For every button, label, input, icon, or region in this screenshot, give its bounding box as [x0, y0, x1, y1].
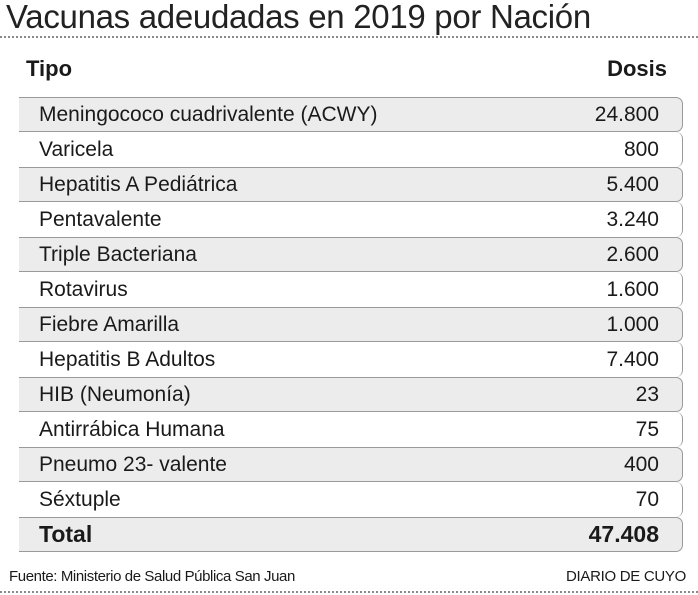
row-value: 1.600 [606, 277, 659, 301]
row-value: 23 [635, 382, 659, 406]
table-row: Hepatitis A Pediátrica 5.400 [19, 167, 683, 202]
table-row: Pentavalente 3.240 [19, 202, 683, 237]
row-label: Antirrábica Humana [39, 417, 225, 441]
top-dotted-divider [0, 36, 698, 38]
source-note: Fuente: Ministerio de Salud Pública San … [9, 568, 295, 585]
row-label: Triple Bacteriana [39, 242, 197, 266]
table-row: Rotavirus 1.600 [19, 272, 683, 307]
row-label: Pneumo 23- valente [39, 452, 227, 476]
row-value: 70 [635, 487, 659, 511]
row-label: Pentavalente [39, 207, 162, 231]
row-value: 75 [635, 417, 659, 441]
row-value: 7.400 [606, 347, 659, 371]
row-label: Fiebre Amarilla [39, 312, 180, 336]
table-row: Triple Bacteriana 2.600 [19, 237, 683, 272]
table-row: Séxtuple 70 [19, 482, 683, 517]
bottom-dotted-divider [0, 591, 698, 593]
row-label: Séxtuple [39, 487, 121, 511]
table-row: Antirrábica Humana 75 [19, 412, 683, 447]
table-row: Hepatitis B Adultos 7.400 [19, 342, 683, 377]
table-row: Meningococo cuadrivalente (ACWY) 24.800 [19, 97, 683, 132]
row-value: 1.000 [606, 312, 659, 336]
total-value: 47.408 [588, 521, 659, 547]
row-value: 5.400 [606, 172, 659, 196]
row-value: 2.600 [606, 242, 659, 266]
publisher-brand: DIARIO DE CUYO [566, 568, 686, 585]
total-label: Total [39, 521, 93, 547]
column-header-dosis: Dosis [607, 56, 667, 81]
column-header-tipo: Tipo [26, 56, 73, 81]
row-value: 3.240 [606, 207, 659, 231]
row-label: Hepatitis A Pediátrica [39, 172, 238, 196]
total-row: Total 47.408 [19, 517, 683, 552]
row-value: 24.800 [594, 102, 659, 126]
table-row: Pneumo 23- valente 400 [19, 447, 683, 482]
row-label: HIB (Neumonía) [39, 382, 191, 406]
row-value: 400 [623, 452, 659, 476]
row-label: Meningococo cuadrivalente (ACWY) [39, 102, 378, 126]
table-row: HIB (Neumonía) 23 [19, 377, 683, 412]
chart-title: Vacunas adeudadas en 2019 por Nación [6, 0, 591, 35]
vaccine-table: Meningococo cuadrivalente (ACWY) 24.800 … [19, 97, 683, 552]
row-label: Rotavirus [39, 277, 128, 301]
table-row: Varicela 800 [19, 132, 683, 167]
row-label: Varicela [39, 137, 114, 161]
table-row: Fiebre Amarilla 1.000 [19, 307, 683, 342]
row-label: Hepatitis B Adultos [39, 347, 216, 371]
row-value: 800 [623, 137, 659, 161]
